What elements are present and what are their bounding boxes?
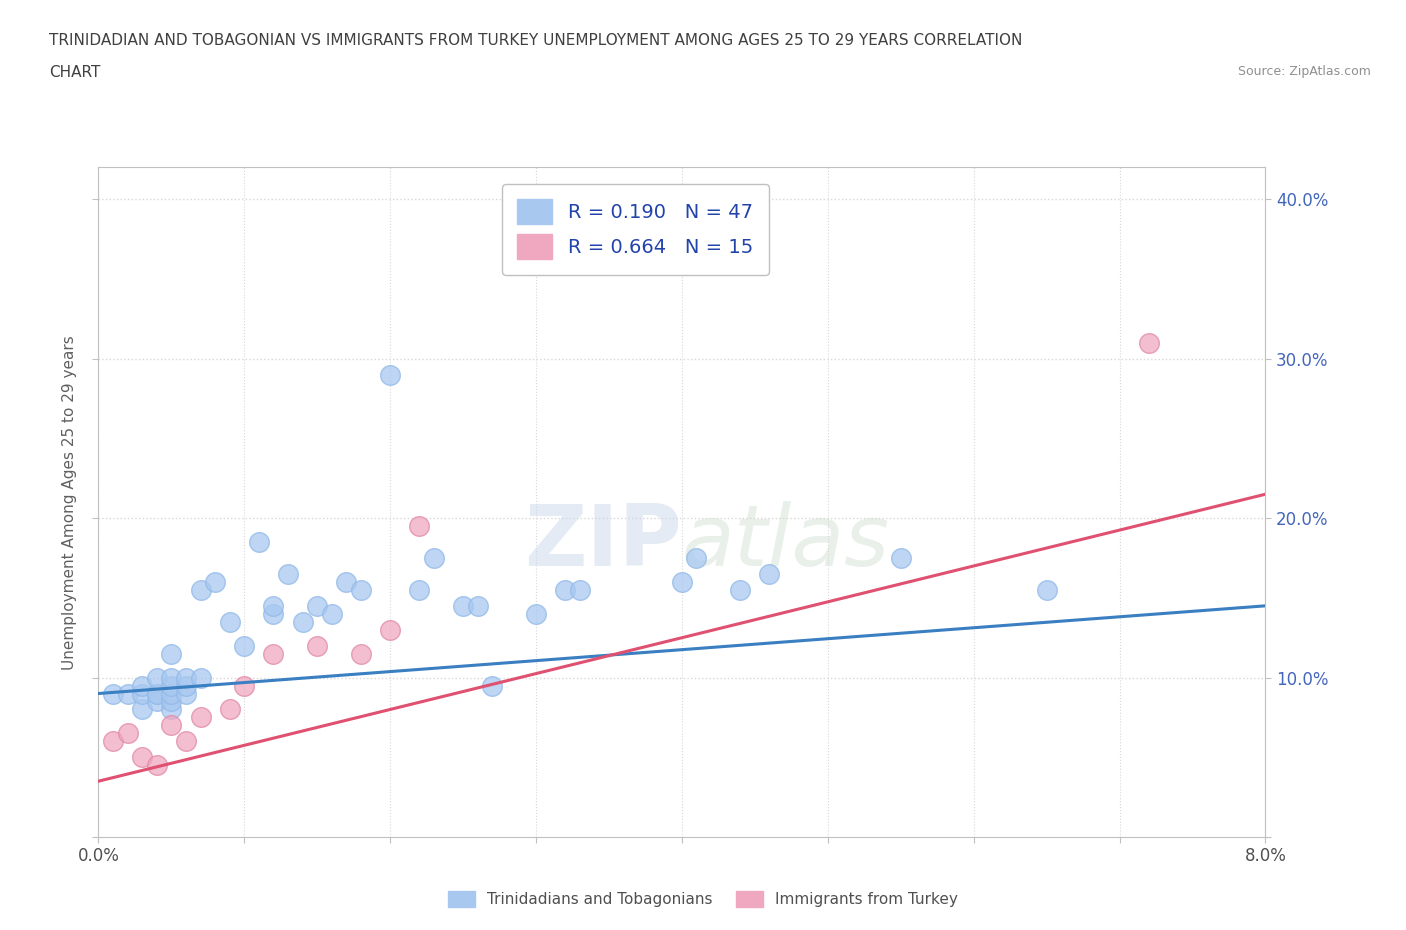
Point (321, 606, 343, 621)
Point (204, 575, 226, 590)
Point (262, 598, 284, 613)
Point (350, 582, 373, 597)
Point (481, 678, 503, 693)
Point (233, 638, 256, 653)
Point (101, 734, 124, 749)
Point (233, 678, 256, 693)
Point (685, 551, 707, 565)
Text: ZIP: ZIP (524, 501, 682, 584)
Point (101, 686, 124, 701)
Point (350, 646, 373, 661)
Point (408, 582, 430, 597)
Point (277, 566, 299, 581)
Point (671, 575, 693, 590)
Point (307, 598, 329, 613)
Point (174, 734, 197, 749)
Point (131, 702, 153, 717)
Point (568, 582, 591, 597)
Point (160, 646, 183, 661)
Point (291, 615, 314, 630)
Point (160, 686, 183, 701)
Point (218, 702, 240, 717)
Point (467, 598, 489, 613)
Point (262, 646, 284, 661)
Point (190, 582, 212, 597)
Point (146, 758, 169, 773)
Legend: Trinidadians and Tobagonians, Immigrants from Turkey: Trinidadians and Tobagonians, Immigrants… (441, 884, 965, 913)
Point (174, 686, 197, 701)
Point (131, 750, 153, 764)
Point (218, 615, 240, 630)
Point (1035, 582, 1057, 597)
Point (728, 582, 751, 597)
Point (131, 686, 153, 701)
Legend: R = 0.190   N = 47, R = 0.664   N = 15: R = 0.190 N = 47, R = 0.664 N = 15 (502, 184, 769, 274)
Point (174, 678, 197, 693)
Point (335, 575, 357, 590)
Point (160, 678, 183, 693)
Point (160, 718, 183, 733)
Point (378, 367, 402, 382)
Point (408, 519, 430, 534)
Point (160, 694, 183, 709)
Point (307, 638, 329, 653)
Point (423, 551, 446, 565)
Point (262, 606, 284, 621)
Point (160, 702, 183, 717)
Point (758, 566, 780, 581)
Point (890, 551, 912, 565)
Text: TRINIDADIAN AND TOBAGONIAN VS IMMIGRANTS FROM TURKEY UNEMPLOYMENT AMONG AGES 25 : TRINIDADIAN AND TOBAGONIAN VS IMMIGRANTS… (49, 33, 1022, 47)
Point (146, 686, 169, 701)
Y-axis label: Unemployment Among Ages 25 to 29 years: Unemployment Among Ages 25 to 29 years (62, 335, 77, 670)
Text: atlas: atlas (682, 501, 890, 584)
Point (160, 671, 183, 685)
Text: Source: ZipAtlas.com: Source: ZipAtlas.com (1237, 65, 1371, 78)
Point (190, 710, 212, 724)
Point (451, 598, 474, 613)
Point (247, 535, 270, 550)
Point (117, 726, 139, 741)
Point (146, 671, 169, 685)
Point (117, 686, 139, 701)
Point (174, 671, 197, 685)
Point (131, 678, 153, 693)
Point (554, 582, 576, 597)
Point (1137, 336, 1160, 351)
Point (146, 686, 169, 701)
Point (524, 606, 547, 621)
Point (146, 694, 169, 709)
Text: CHART: CHART (49, 65, 101, 80)
Point (378, 622, 402, 637)
Point (190, 671, 212, 685)
